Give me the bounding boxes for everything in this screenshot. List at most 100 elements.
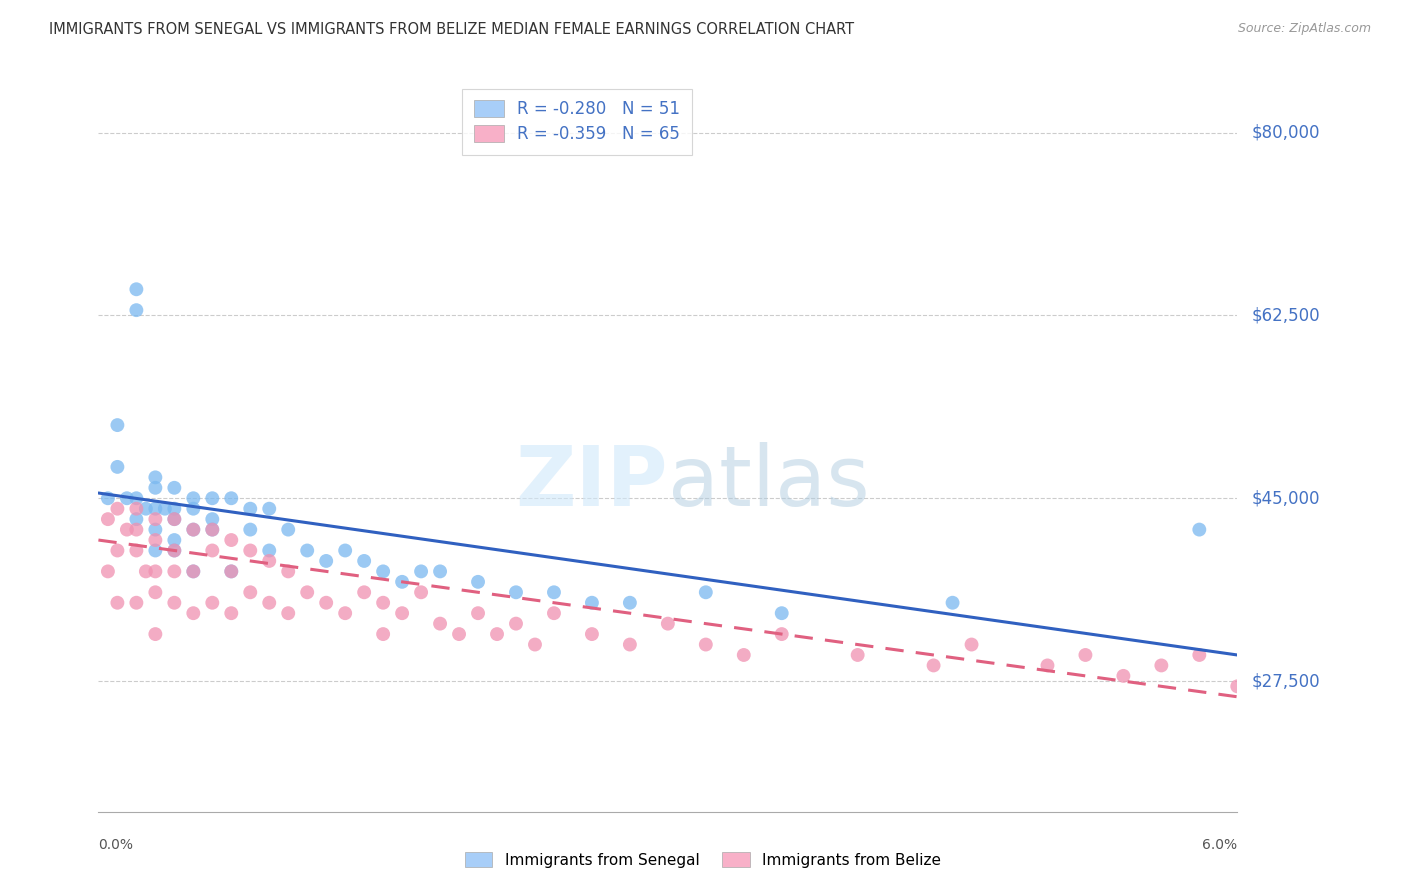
Text: 0.0%: 0.0% <box>98 838 134 852</box>
Text: IMMIGRANTS FROM SENEGAL VS IMMIGRANTS FROM BELIZE MEDIAN FEMALE EARNINGS CORRELA: IMMIGRANTS FROM SENEGAL VS IMMIGRANTS FR… <box>49 22 855 37</box>
Point <box>221 565 243 579</box>
Text: $62,500: $62,500 <box>1251 306 1320 325</box>
Point <box>145 627 167 641</box>
Point <box>449 627 471 641</box>
Point <box>581 627 603 641</box>
Point <box>163 512 186 526</box>
Point <box>277 565 299 579</box>
Point <box>221 606 243 620</box>
Point <box>97 512 120 526</box>
Point <box>107 418 129 433</box>
Point <box>163 501 186 516</box>
Point <box>163 533 186 547</box>
Point <box>353 585 375 599</box>
Point <box>183 523 205 537</box>
Point <box>259 501 281 516</box>
Text: $27,500: $27,500 <box>1251 672 1320 690</box>
Point <box>201 523 224 537</box>
Point <box>201 543 224 558</box>
Point <box>1188 523 1211 537</box>
Text: 6.0%: 6.0% <box>1202 838 1237 852</box>
Point <box>135 565 157 579</box>
Point <box>695 585 717 599</box>
Point <box>1188 648 1211 662</box>
Point <box>297 585 319 599</box>
Point <box>371 565 394 579</box>
Point <box>183 501 205 516</box>
Point <box>429 565 451 579</box>
Point <box>619 596 641 610</box>
Point <box>107 543 129 558</box>
Point <box>315 554 337 568</box>
Point <box>163 512 186 526</box>
Point <box>297 543 319 558</box>
Point <box>163 543 186 558</box>
Point <box>183 565 205 579</box>
Point <box>259 543 281 558</box>
Point <box>125 282 148 296</box>
Point <box>657 616 679 631</box>
Point <box>145 585 167 599</box>
Text: $45,000: $45,000 <box>1251 489 1320 508</box>
Point <box>467 574 489 589</box>
Legend: Immigrants from Senegal, Immigrants from Belize: Immigrants from Senegal, Immigrants from… <box>453 839 953 880</box>
Point <box>391 574 413 589</box>
Point <box>543 606 565 620</box>
Point <box>107 459 129 474</box>
Point <box>239 523 262 537</box>
Point <box>183 606 205 620</box>
Legend: R = -0.280   N = 51, R = -0.359   N = 65: R = -0.280 N = 51, R = -0.359 N = 65 <box>463 88 692 155</box>
Point <box>922 658 945 673</box>
Point <box>221 533 243 547</box>
Point <box>411 565 433 579</box>
Point <box>145 565 167 579</box>
Point <box>115 491 138 506</box>
Point <box>960 638 983 652</box>
Point <box>201 596 224 610</box>
Point <box>145 512 167 526</box>
Point <box>1150 658 1173 673</box>
Point <box>846 648 869 662</box>
Point <box>467 606 489 620</box>
Point <box>125 512 148 526</box>
Point <box>97 565 120 579</box>
Point <box>770 627 793 641</box>
Point <box>145 533 167 547</box>
Point <box>163 596 186 610</box>
Point <box>201 491 224 506</box>
Point <box>942 596 965 610</box>
Point <box>581 596 603 610</box>
Point <box>543 585 565 599</box>
Text: ZIP: ZIP <box>516 442 668 523</box>
Point <box>315 596 337 610</box>
Point <box>221 565 243 579</box>
Point <box>259 554 281 568</box>
Point <box>239 501 262 516</box>
Point <box>135 501 157 516</box>
Text: Source: ZipAtlas.com: Source: ZipAtlas.com <box>1237 22 1371 36</box>
Point <box>163 565 186 579</box>
Point <box>505 585 527 599</box>
Point <box>125 543 148 558</box>
Point <box>335 606 357 620</box>
Point <box>371 596 394 610</box>
Point <box>391 606 413 620</box>
Point <box>277 523 299 537</box>
Text: $80,000: $80,000 <box>1251 123 1320 142</box>
Point <box>107 596 129 610</box>
Point <box>429 616 451 631</box>
Point <box>125 523 148 537</box>
Point <box>125 501 148 516</box>
Point <box>695 638 717 652</box>
Point <box>183 565 205 579</box>
Point <box>145 501 167 516</box>
Point <box>505 616 527 631</box>
Point <box>1112 669 1135 683</box>
Point <box>1036 658 1059 673</box>
Point <box>115 523 138 537</box>
Point <box>371 627 394 641</box>
Point <box>183 523 205 537</box>
Point <box>201 512 224 526</box>
Point <box>1226 679 1249 693</box>
Point <box>259 596 281 610</box>
